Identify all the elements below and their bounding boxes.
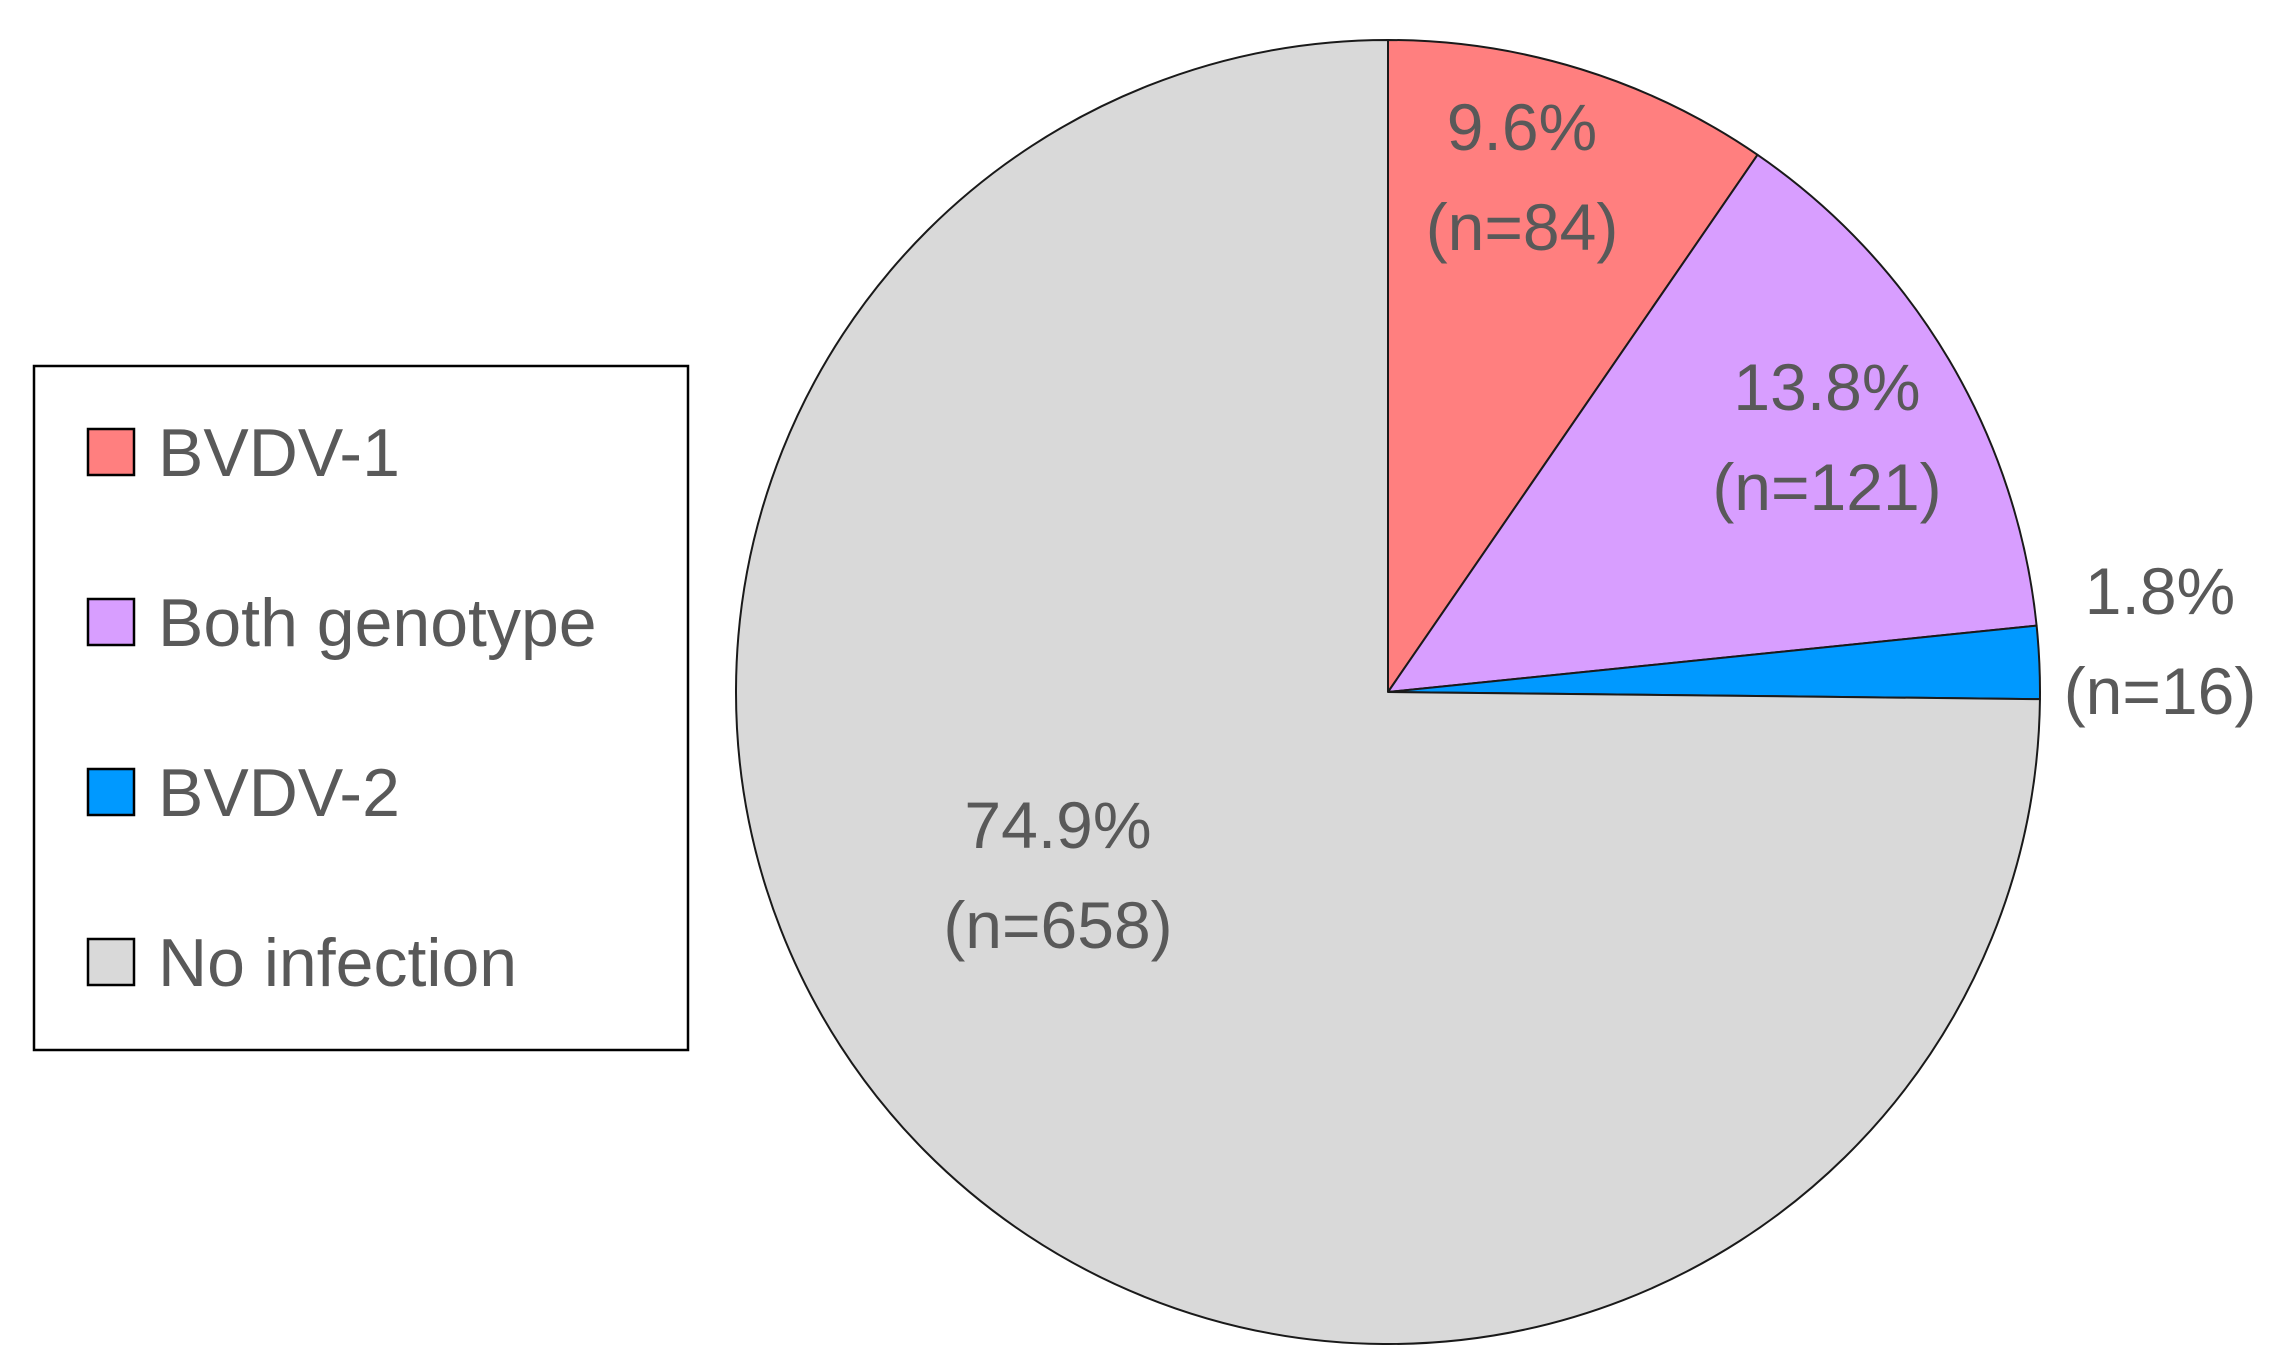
slice-label-percent-no-infection: 74.9% xyxy=(964,788,1151,862)
slice-label-count-both-genotype: (n=121) xyxy=(1712,450,1941,524)
pie-slices xyxy=(735,39,2041,1345)
slice-label-count-no-infection: (n=658) xyxy=(943,888,1172,962)
slice-label-percent-bvdv-1: 9.6% xyxy=(1447,90,1597,164)
legend-label-bvdv-1: BVDV-1 xyxy=(158,415,400,491)
legend-label-bvdv-2: BVDV-2 xyxy=(158,755,400,831)
legend: BVDV-1 Both genotype BVDV-2 No infection xyxy=(32,364,690,1052)
legend-swatch-bvdv-1 xyxy=(86,427,136,477)
pie-slice-labels: 9.6% (n=84) 13.8% (n=121) 1.8% (n=16) 74.9% (n=… xyxy=(943,90,2256,962)
legend-swatch-bvdv-2 xyxy=(86,767,136,817)
pie-slice-bvdv-1 xyxy=(1387,39,1759,693)
slice-label-count-bvdv-1: (n=84) xyxy=(1426,190,1619,264)
legend-label-both-genotype: Both genotype xyxy=(158,585,597,661)
legend-swatch-no-infection xyxy=(86,937,136,987)
legend-label-no-infection: No infection xyxy=(158,925,517,1001)
legend-swatch-both-genotype xyxy=(86,597,136,647)
slice-label-count-bvdv-2: (n=16) xyxy=(2064,654,2257,728)
pie-slice-both-genotype xyxy=(1387,153,2038,693)
legend-items: BVDV-1 Both genotype BVDV-2 No infection xyxy=(86,415,597,1001)
slice-label-percent-bvdv-2: 1.8% xyxy=(2085,554,2235,628)
pie-slice-no-infection xyxy=(735,39,2041,1345)
legend-box xyxy=(32,364,690,1052)
slice-label-percent-both-genotype: 13.8% xyxy=(1733,350,1920,424)
